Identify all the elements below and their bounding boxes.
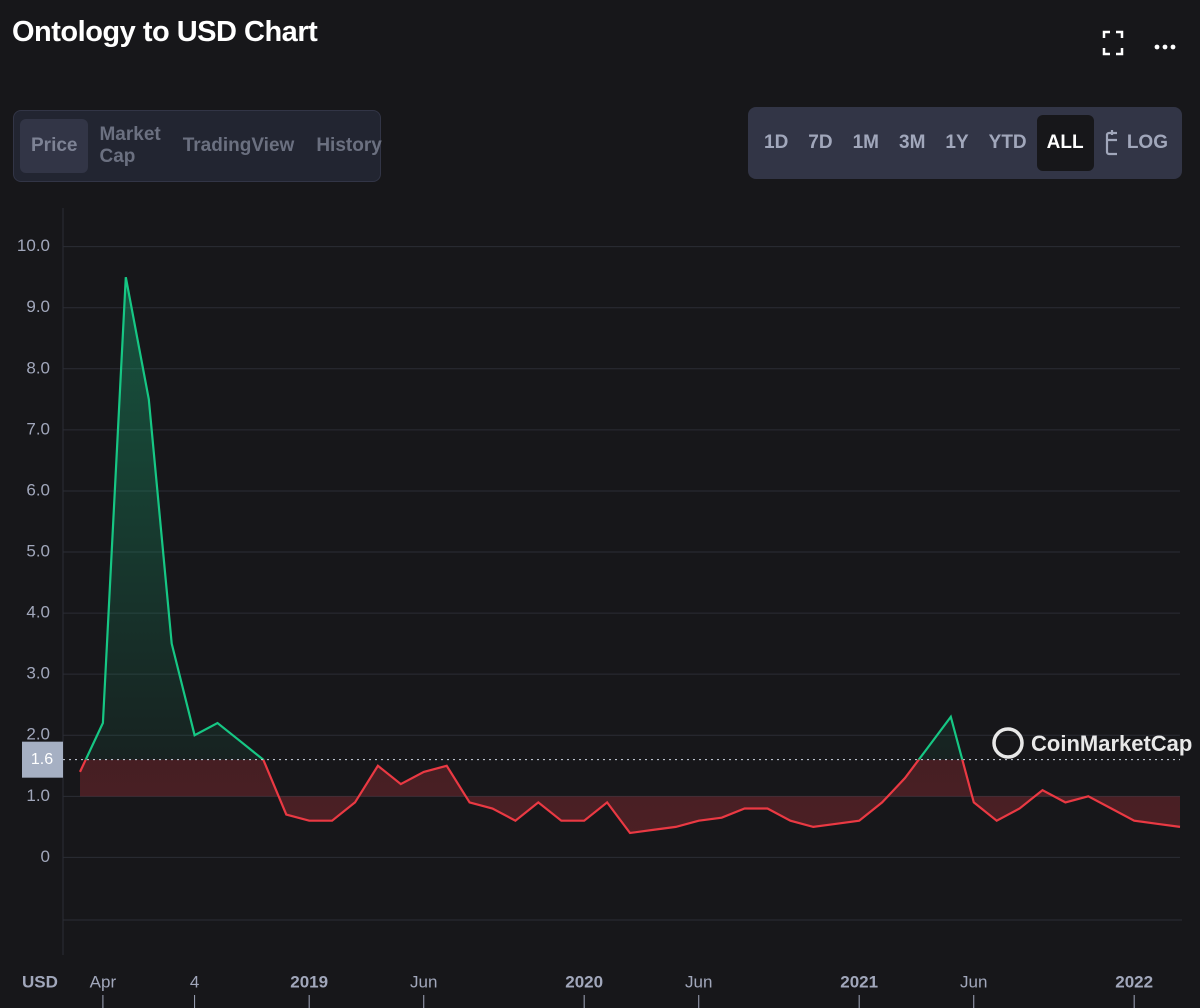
x-tick-label: 2019 <box>290 972 328 991</box>
y-tick-label: 0 <box>41 847 50 866</box>
range-button[interactable]: ALL <box>1036 115 1094 171</box>
price-line-down <box>79 759 1181 835</box>
y-tick-label: 1.0 <box>26 786 50 805</box>
y-tick-label: 4.0 <box>26 603 50 622</box>
tab[interactable]: Market Cap <box>99 124 161 167</box>
area-up <box>80 277 1180 760</box>
range-button[interactable]: 1M <box>852 132 879 153</box>
current-price-label: 1.6 <box>31 751 53 768</box>
fullscreen-icon[interactable] <box>1102 30 1124 56</box>
x-tick-label: Jun <box>685 972 712 991</box>
currency-label: USD <box>22 972 58 991</box>
x-tick-label: Jun <box>410 972 437 991</box>
x-tick-label: Apr <box>90 972 117 991</box>
current-price-badge <box>22 741 63 778</box>
title: Ontology to USD Chart <box>12 16 318 48</box>
toolbar-icons <box>1102 30 1176 56</box>
watermark: CoinMarketCap <box>992 727 1192 759</box>
tab[interactable]: History <box>316 135 382 156</box>
watermark-text: CoinMarketCap <box>1031 731 1192 756</box>
log-button[interactable]: LOG <box>1126 132 1168 153</box>
y-tick-label: 9.0 <box>26 297 50 316</box>
x-tick-label: 4 <box>190 972 199 991</box>
x-tick-label: 2020 <box>565 972 603 991</box>
range-bar: 1D 7D 1M 3M 1Y YTD ALL LOG <box>748 107 1182 179</box>
x-tick-label: 2022 <box>1115 972 1153 991</box>
y-tick-label: 10.0 <box>17 236 50 255</box>
tab[interactable]: Price <box>20 119 89 173</box>
calendar-icon[interactable] <box>1094 128 1117 158</box>
range-button[interactable]: 7D <box>808 132 833 153</box>
range-button[interactable]: 1Y <box>945 132 969 153</box>
y-tick-label: 3.0 <box>26 664 50 683</box>
range-button[interactable]: 3M <box>899 132 926 153</box>
y-tick-label: 7.0 <box>26 419 50 438</box>
more-icon[interactable] <box>1154 30 1176 56</box>
tab-bar: Price Market Cap TradingView History <box>13 110 382 182</box>
range-button[interactable]: 1D <box>764 132 789 153</box>
y-tick-label: 2.0 <box>26 725 50 744</box>
x-tick-label: 2021 <box>840 972 878 991</box>
y-tick-label: 8.0 <box>26 358 50 377</box>
range-button[interactable]: YTD <box>988 132 1027 153</box>
y-tick-label: 5.0 <box>26 542 50 561</box>
y-tick-label: 6.0 <box>26 480 50 499</box>
x-tick-label: Jun <box>960 972 987 991</box>
tab[interactable]: TradingView <box>182 135 295 156</box>
